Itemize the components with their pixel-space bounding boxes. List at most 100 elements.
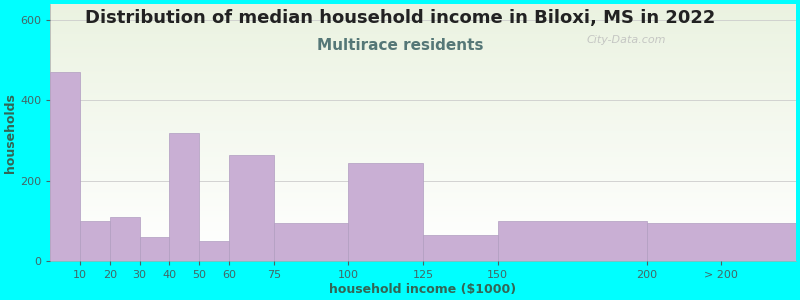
Bar bbox=[50, 120, 796, 121]
Bar bbox=[50, 143, 796, 144]
Bar bbox=[50, 200, 796, 201]
Bar bbox=[50, 146, 796, 147]
Bar bbox=[50, 188, 796, 189]
Bar bbox=[50, 72, 80, 261]
Bar bbox=[50, 164, 796, 165]
Bar bbox=[50, 53, 796, 54]
Bar bbox=[50, 28, 796, 30]
Bar bbox=[50, 26, 796, 27]
Bar bbox=[50, 134, 796, 135]
Bar bbox=[50, 214, 796, 215]
Bar bbox=[170, 133, 199, 261]
Bar bbox=[50, 260, 796, 261]
Bar bbox=[50, 89, 796, 90]
Bar bbox=[50, 229, 796, 230]
Bar bbox=[50, 183, 796, 184]
Bar bbox=[50, 206, 796, 207]
Bar bbox=[50, 218, 796, 219]
Bar bbox=[50, 23, 796, 25]
Bar bbox=[50, 248, 796, 250]
Bar bbox=[50, 63, 796, 64]
Bar bbox=[50, 48, 796, 49]
Bar bbox=[50, 178, 796, 179]
Bar bbox=[50, 151, 796, 152]
Bar bbox=[50, 203, 796, 205]
Bar bbox=[50, 221, 796, 223]
Bar bbox=[50, 130, 796, 131]
Bar bbox=[50, 156, 796, 157]
Bar bbox=[50, 16, 796, 17]
Bar bbox=[50, 74, 796, 75]
Bar bbox=[50, 99, 796, 101]
Bar bbox=[50, 112, 796, 113]
Bar bbox=[50, 108, 796, 110]
Bar bbox=[50, 234, 796, 235]
Bar bbox=[348, 163, 423, 261]
Bar bbox=[50, 185, 796, 187]
Bar bbox=[50, 121, 796, 122]
Bar bbox=[50, 224, 796, 225]
Bar bbox=[50, 152, 796, 153]
Bar bbox=[50, 135, 796, 136]
Bar bbox=[50, 9, 796, 11]
Bar bbox=[50, 84, 796, 85]
X-axis label: household income ($1000): household income ($1000) bbox=[330, 283, 517, 296]
Bar bbox=[50, 45, 796, 46]
Bar bbox=[50, 72, 796, 74]
Bar bbox=[50, 223, 796, 224]
Bar bbox=[50, 56, 796, 57]
Bar bbox=[50, 187, 796, 188]
Bar bbox=[50, 85, 796, 86]
Bar bbox=[50, 180, 796, 182]
Bar bbox=[50, 201, 796, 202]
Bar bbox=[50, 194, 796, 196]
Bar bbox=[50, 216, 796, 218]
Bar bbox=[50, 225, 796, 226]
Bar bbox=[50, 205, 796, 206]
Bar bbox=[50, 184, 796, 185]
Bar bbox=[274, 223, 348, 261]
Bar bbox=[50, 115, 796, 116]
Bar bbox=[50, 238, 796, 239]
Bar bbox=[50, 75, 796, 76]
Bar bbox=[50, 95, 796, 97]
Bar bbox=[50, 175, 796, 176]
Bar bbox=[50, 110, 796, 111]
Bar bbox=[139, 237, 170, 261]
Bar bbox=[50, 219, 796, 220]
Bar bbox=[50, 190, 796, 192]
Bar bbox=[50, 126, 796, 128]
Bar bbox=[50, 20, 796, 21]
Bar bbox=[50, 237, 796, 238]
Bar bbox=[50, 70, 796, 71]
Y-axis label: households: households bbox=[4, 93, 17, 172]
Bar bbox=[50, 189, 796, 190]
Bar bbox=[50, 35, 796, 36]
Bar bbox=[423, 235, 498, 261]
Bar bbox=[50, 58, 796, 59]
Bar bbox=[50, 242, 796, 243]
Bar bbox=[50, 212, 796, 214]
Bar bbox=[50, 117, 796, 119]
Bar bbox=[50, 54, 796, 56]
Bar bbox=[50, 52, 796, 53]
Bar bbox=[50, 133, 796, 134]
Bar bbox=[50, 202, 796, 203]
Bar bbox=[80, 221, 110, 261]
Bar bbox=[50, 46, 796, 48]
Bar bbox=[50, 86, 796, 88]
Bar bbox=[50, 233, 796, 234]
Bar bbox=[50, 104, 796, 106]
Bar bbox=[50, 17, 796, 18]
Bar bbox=[50, 27, 796, 28]
Bar bbox=[50, 67, 796, 68]
Bar bbox=[50, 166, 796, 167]
Bar bbox=[50, 162, 796, 164]
Bar bbox=[50, 153, 796, 154]
Bar bbox=[50, 148, 796, 149]
Bar bbox=[50, 88, 796, 89]
Bar bbox=[50, 77, 796, 79]
Bar bbox=[50, 39, 796, 40]
Bar bbox=[50, 182, 796, 183]
Bar bbox=[50, 161, 796, 162]
